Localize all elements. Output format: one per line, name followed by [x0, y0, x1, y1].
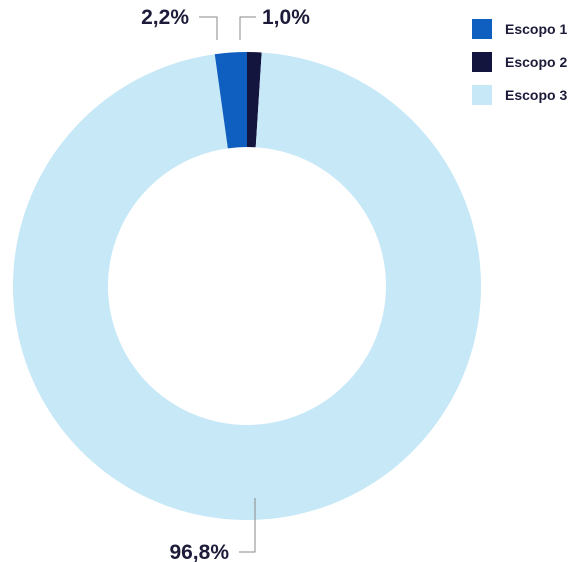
legend-label-escopo-2: Escopo 2	[505, 54, 568, 70]
legend-item-escopo-1: Escopo 1	[472, 19, 567, 39]
legend-swatch-escopo-1	[472, 19, 492, 39]
donut-slice-escopo-1	[214, 52, 247, 149]
legend-item-escopo-3: Escopo 3	[472, 85, 567, 105]
donut-slice-escopo-2	[247, 52, 262, 148]
chart-legend: Escopo 1 Escopo 2 Escopo 3	[472, 19, 567, 118]
legend-item-escopo-2: Escopo 2	[472, 52, 567, 72]
legend-label-escopo-1: Escopo 1	[505, 21, 568, 37]
legend-swatch-escopo-3	[472, 85, 492, 105]
legend-swatch-escopo-2	[472, 52, 492, 72]
legend-label-escopo-3: Escopo 3	[505, 87, 568, 103]
leader-line-escopo-1	[199, 16, 218, 40]
leader-line-escopo-3	[239, 498, 256, 553]
data-label-escopo-3: 96,8%	[169, 541, 229, 562]
leader-lines	[199, 16, 256, 553]
data-label-escopo-2: 1,0%	[262, 6, 310, 29]
data-labels: 2,2% 1,0% 96,8%	[141, 6, 310, 562]
leader-line-escopo-2	[239, 16, 256, 40]
donut-slice-escopo-3	[12, 52, 482, 521]
data-label-escopo-1: 2,2%	[141, 6, 189, 29]
donut-slices	[12, 52, 482, 521]
